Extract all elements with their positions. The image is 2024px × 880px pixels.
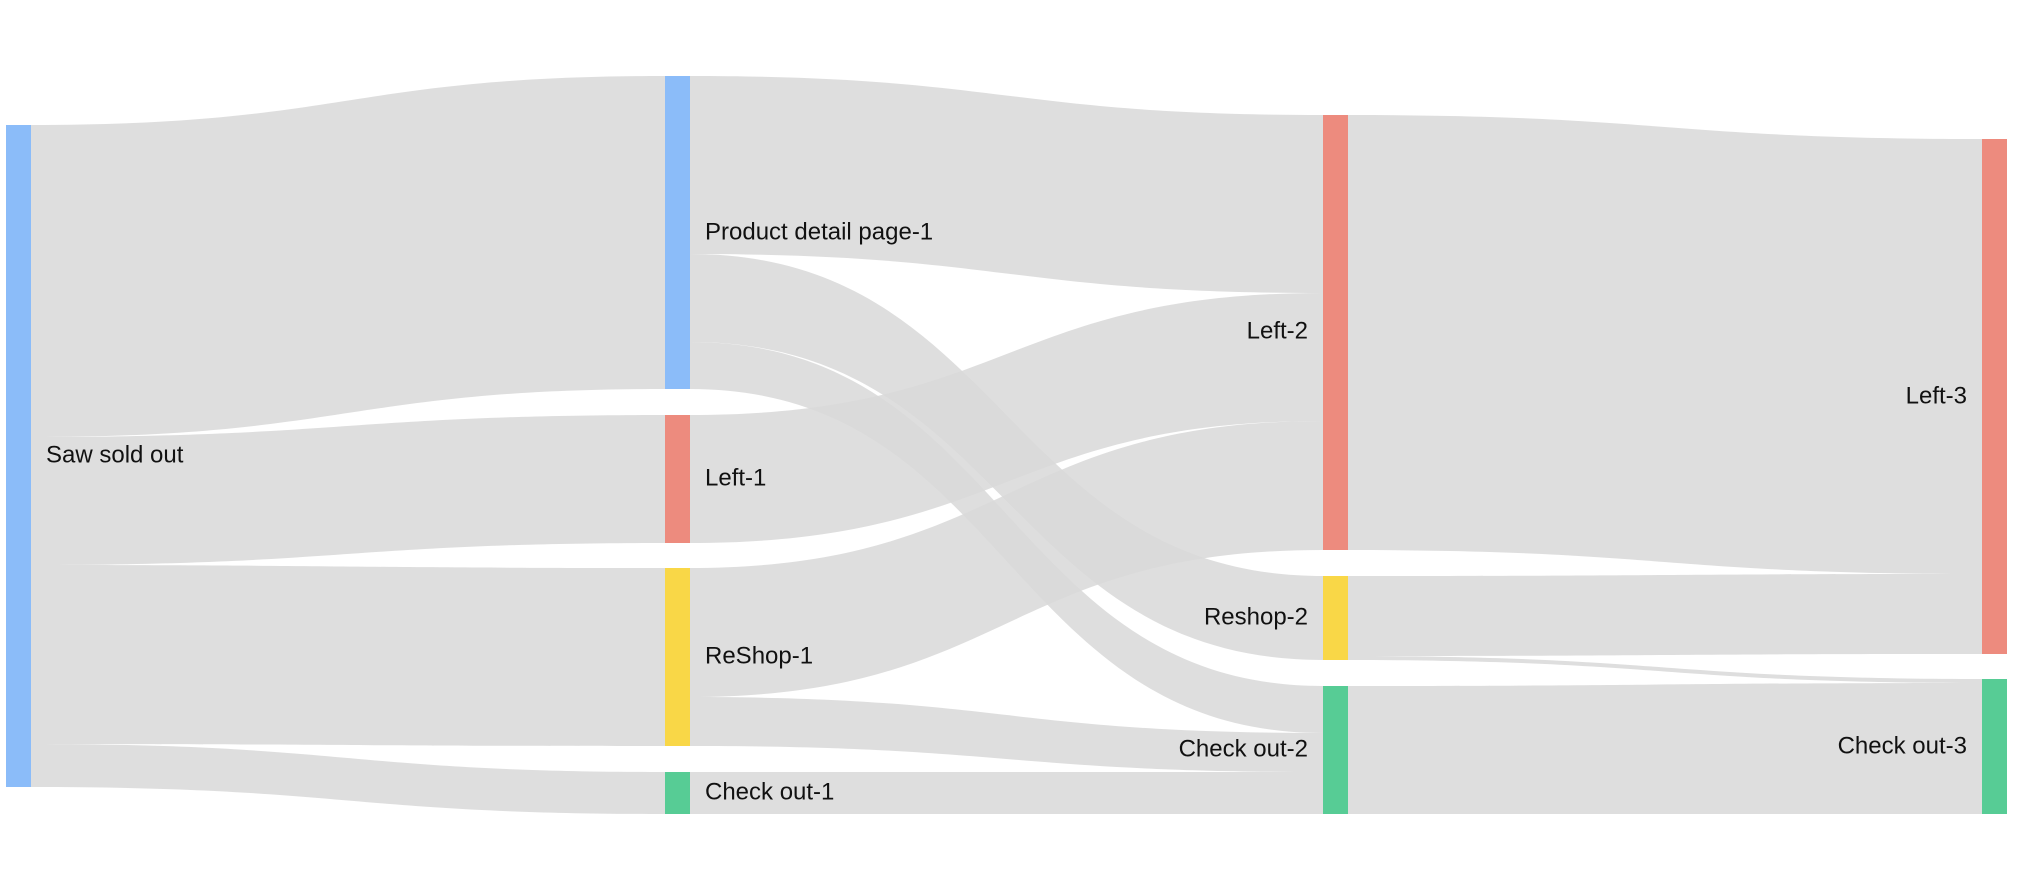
link-checkout1-to-checkout2[interactable] <box>690 772 1323 814</box>
node-saw_sold_out[interactable] <box>6 125 31 787</box>
flow-nodes <box>6 76 2007 814</box>
node-left3[interactable] <box>1982 139 2007 654</box>
node-label-left2: Left-2 <box>1247 317 1308 344</box>
link-left1-to-left2[interactable] <box>690 293 1323 543</box>
link-checkout2-to-checkout3[interactable] <box>1348 683 1982 814</box>
link-reshop1-to-left2[interactable] <box>690 421 1323 697</box>
node-pdp1[interactable] <box>665 76 690 389</box>
link-saw_sold_out-to-pdp1[interactable] <box>31 76 665 437</box>
link-pdp1-to-left2[interactable] <box>690 76 1323 293</box>
link-saw_sold_out-to-reshop1[interactable] <box>31 565 665 746</box>
node-label-checkout1: Check out-1 <box>705 778 834 805</box>
node-label-left1: Left-1 <box>705 464 766 491</box>
node-checkout2[interactable] <box>1323 686 1348 814</box>
node-reshop2[interactable] <box>1323 576 1348 660</box>
node-label-checkout2: Check out-2 <box>1179 735 1308 762</box>
link-saw_sold_out-to-checkout1[interactable] <box>31 744 665 814</box>
node-reshop1[interactable] <box>665 568 690 746</box>
node-label-checkout3: Check out-3 <box>1838 732 1967 759</box>
link-reshop2-to-checkout3[interactable] <box>1348 656 1982 683</box>
node-left2[interactable] <box>1323 115 1348 550</box>
node-label-pdp1: Product detail page-1 <box>705 218 933 245</box>
flow-links <box>31 76 1982 814</box>
node-checkout1[interactable] <box>665 772 690 814</box>
node-checkout3[interactable] <box>1982 679 2007 814</box>
node-left1[interactable] <box>665 415 690 543</box>
link-reshop2-to-left3[interactable] <box>1348 574 1982 656</box>
link-reshop1-to-checkout2[interactable] <box>690 697 1323 772</box>
node-label-reshop1: ReShop-1 <box>705 642 813 669</box>
node-labels: Saw sold out Product detail page-1 Left-1 R… <box>46 218 1967 805</box>
node-label-left3: Left-3 <box>1906 382 1967 409</box>
node-label-reshop2: Reshop-2 <box>1204 603 1308 630</box>
link-left2-to-left3[interactable] <box>1348 115 1982 574</box>
node-label-saw_sold_out: Saw sold out <box>46 441 184 468</box>
link-saw_sold_out-to-left1[interactable] <box>31 415 665 565</box>
